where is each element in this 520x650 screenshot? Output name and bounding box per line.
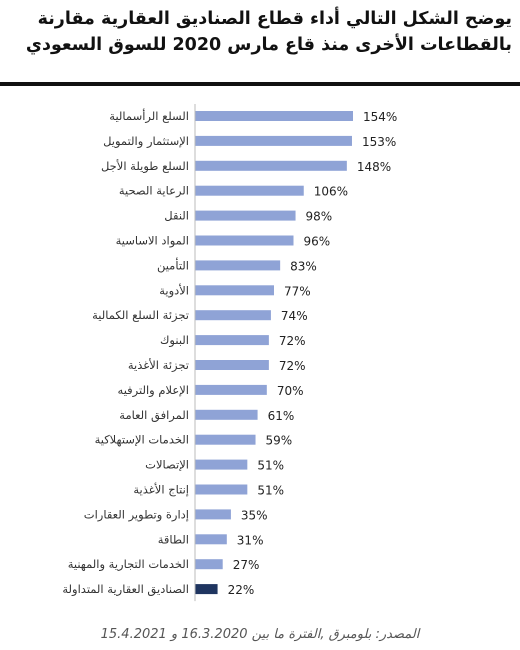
bar bbox=[195, 484, 248, 495]
category-labels-group: السلع الرأسمالية الإستثمار والتمويل السلع … bbox=[62, 108, 189, 597]
value-label: 83% bbox=[290, 259, 317, 273]
value-label: 27% bbox=[233, 558, 260, 572]
value-label: 51% bbox=[257, 484, 284, 498]
bar bbox=[195, 135, 352, 146]
category-label: الخدمات الإستهلاكية bbox=[95, 433, 189, 447]
value-label: 72% bbox=[279, 334, 306, 348]
value-label: 31% bbox=[237, 533, 264, 547]
bar bbox=[195, 409, 258, 420]
category-label: السلع الرأسمالية bbox=[109, 108, 189, 124]
title-line-1: يوضح الشكل التالي أداء قطاع الصناديق الع… bbox=[37, 9, 512, 29]
value-label: 51% bbox=[257, 459, 284, 473]
bar bbox=[195, 185, 304, 196]
bar bbox=[195, 584, 218, 595]
category-label: إدارة وتطوير العقارات bbox=[84, 507, 189, 522]
bar bbox=[195, 260, 281, 271]
bar bbox=[195, 335, 269, 346]
category-label: البنوك bbox=[160, 333, 189, 348]
value-label: 22% bbox=[228, 583, 255, 597]
category-label: تجزئة الأغذية bbox=[128, 358, 189, 373]
category-label: الصناديق العقارية المتداولة bbox=[62, 582, 189, 597]
category-label: السلع طويلة الأجل bbox=[101, 159, 189, 174]
bar bbox=[195, 559, 223, 570]
category-label: تجزئة السلع الكمالية bbox=[92, 308, 189, 323]
title-line-2: بالقطاعات الأخرى منذ قاع مارس 2020 للسوق… bbox=[25, 35, 512, 55]
category-label: الإتصالات bbox=[145, 458, 189, 472]
category-label: الأدوية bbox=[159, 283, 189, 298]
bar bbox=[195, 360, 269, 370]
value-label: 35% bbox=[241, 508, 268, 522]
category-label: الطاقة bbox=[158, 532, 189, 546]
bar bbox=[195, 534, 227, 545]
source-note: المصدر: بلومبرق ,الفترة ما بين 16.3.2020… bbox=[100, 627, 420, 642]
title-divider bbox=[0, 82, 520, 86]
chart-title: يوضح الشكل التالي أداء قطاع الصناديق الع… bbox=[0, 0, 520, 82]
bar bbox=[195, 459, 248, 470]
bar bbox=[195, 285, 274, 296]
bar-chart: السلع الرأسمالية الإستثمار والتمويل السلع … bbox=[62, 104, 398, 602]
bar bbox=[195, 210, 296, 221]
bar bbox=[195, 434, 256, 445]
category-label: النقل bbox=[164, 209, 189, 223]
category-label: إنتاج الأغذية bbox=[133, 483, 189, 497]
value-label: 72% bbox=[279, 359, 306, 373]
value-label: 154% bbox=[363, 110, 397, 124]
bars-group bbox=[195, 111, 353, 595]
bar bbox=[195, 111, 353, 121]
category-label: الخدمات التجارية والمهنية bbox=[68, 557, 189, 572]
value-label: 74% bbox=[281, 309, 308, 323]
value-label: 70% bbox=[277, 384, 304, 398]
bar bbox=[195, 160, 347, 171]
value-label: 153% bbox=[362, 135, 396, 149]
bar bbox=[195, 235, 294, 246]
category-label: المرافق العامة bbox=[119, 408, 189, 423]
value-label: 98% bbox=[306, 210, 333, 224]
bar bbox=[195, 509, 231, 520]
bar bbox=[195, 310, 271, 321]
category-label: الإستثمار والتمويل bbox=[103, 134, 189, 149]
value-label: 61% bbox=[268, 409, 295, 423]
value-label: 106% bbox=[314, 185, 348, 199]
category-label: التأمين bbox=[157, 257, 189, 273]
value-labels-group: 154% 153% 148% 106% 98% 96% 83% 77% 74% 72% 72% 70%… bbox=[228, 110, 398, 597]
value-label: 96% bbox=[303, 235, 330, 249]
category-label: المواد الاساسية bbox=[116, 234, 189, 249]
category-label: الرعاية الصحية bbox=[119, 184, 189, 199]
category-label: الإعلام والترفيه bbox=[118, 383, 189, 398]
value-label: 77% bbox=[284, 284, 311, 298]
value-label: 148% bbox=[357, 160, 391, 174]
bar bbox=[195, 384, 267, 395]
value-label: 59% bbox=[266, 434, 293, 448]
